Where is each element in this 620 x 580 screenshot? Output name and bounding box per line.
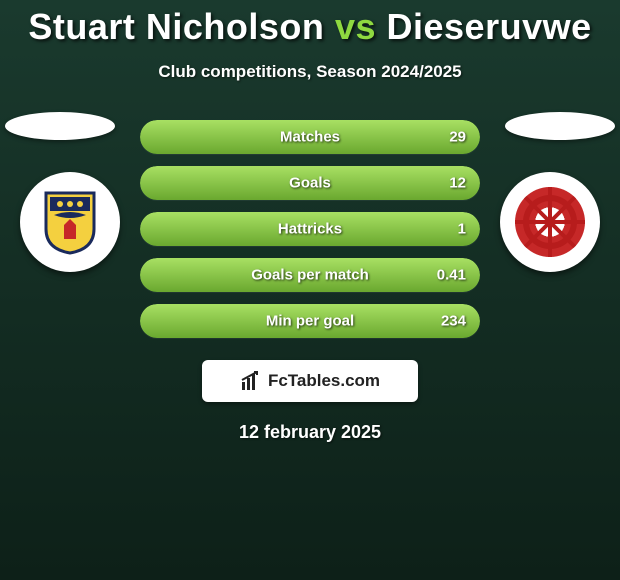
stat-value-right: 29 bbox=[449, 129, 466, 146]
player1-club-crest bbox=[20, 172, 120, 272]
stat-value-right: 1 bbox=[458, 221, 466, 238]
player2-club-crest bbox=[500, 172, 600, 272]
stat-value-right: 0.41 bbox=[437, 267, 466, 284]
branding-badge: FcTables.com bbox=[202, 360, 418, 402]
stat-row-matches: Matches 29 bbox=[140, 120, 480, 154]
stat-row-hattricks: Hattricks 1 bbox=[140, 212, 480, 246]
stat-label: Goals per match bbox=[251, 267, 369, 284]
hartlepool-wheel-icon bbox=[515, 187, 585, 257]
comparison-body: Matches 29 Goals 12 Hattricks 1 Goals pe… bbox=[0, 120, 620, 340]
player1-name-oval bbox=[5, 112, 115, 140]
stat-row-gpm: Goals per match 0.41 bbox=[140, 258, 480, 292]
date-stamp: 12 february 2025 bbox=[0, 422, 620, 443]
tamworth-shield-icon bbox=[42, 189, 98, 255]
stat-label: Goals bbox=[289, 175, 331, 192]
stat-row-goals: Goals 12 bbox=[140, 166, 480, 200]
comparison-title: Stuart Nicholson vs Dieseruvwe bbox=[0, 0, 620, 48]
stat-value-right: 12 bbox=[449, 175, 466, 192]
player2-name: Dieseruvwe bbox=[387, 6, 592, 47]
stat-label: Hattricks bbox=[278, 221, 342, 238]
player1-name: Stuart Nicholson bbox=[28, 6, 324, 47]
bar-chart-icon bbox=[240, 370, 262, 392]
player2-name-oval bbox=[505, 112, 615, 140]
stat-label: Min per goal bbox=[266, 313, 354, 330]
stat-label: Matches bbox=[280, 129, 340, 146]
stat-value-right: 234 bbox=[441, 313, 466, 330]
stat-row-mpg: Min per goal 234 bbox=[140, 304, 480, 338]
stats-list: Matches 29 Goals 12 Hattricks 1 Goals pe… bbox=[140, 120, 480, 338]
season-subtitle: Club competitions, Season 2024/2025 bbox=[0, 62, 620, 82]
vs-text: vs bbox=[335, 6, 376, 47]
branding-text: FcTables.com bbox=[268, 371, 380, 391]
